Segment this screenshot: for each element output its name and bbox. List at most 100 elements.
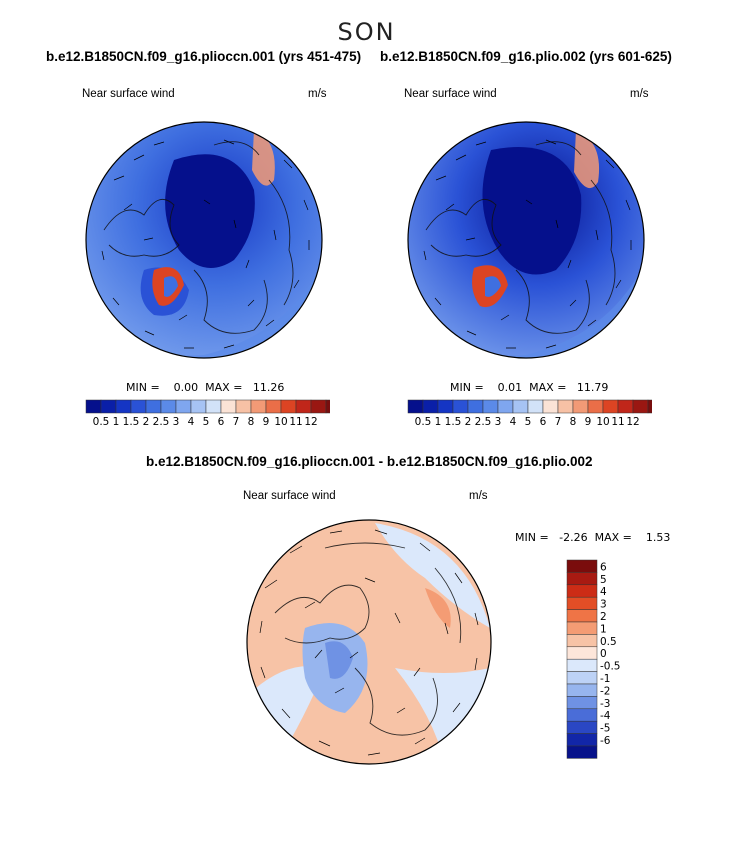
panel-3-coastlines [274,542,462,736]
panel-3-field: Near surface wind [243,490,336,502]
panel-3-colorbar-label: -2 [600,685,610,697]
colorbar-panel-1: 0.5 1 1.5 2 2.5 3 4 5 6 7 8 9 10 11 12 [85,399,330,428]
panel-3-colorbar-label: -5 [600,723,610,735]
panel-1-map-border [85,121,323,359]
panel-3-field-background [247,520,491,764]
panel-1-wind-vectors [101,139,310,349]
panel-2-colorbar-label: 1 [435,416,442,428]
panel-2-colorbar-label: 3 [495,416,502,428]
panel-3-colorbar-label: 2 [600,611,607,623]
panel-3-colorbar-label: 3 [600,599,607,611]
panel-1-colorbar-swatch [205,399,222,414]
panel-2-colorbar-label: 11 [611,416,624,428]
panel-2-high-wind-region-north [574,130,600,189]
panel-2-colorbar-label: 6 [540,416,547,428]
panel-3-colorbar-swatch [566,584,598,598]
panel-3-wind-vectors [259,529,479,756]
panel-3-colorbar-swatch [566,745,598,759]
season-title: SON [337,18,396,46]
panel-1-colorbar-label: 3 [173,416,180,428]
panel-1-colorbar-swatch [100,399,117,414]
panel-1-colorbar-label: 1 [113,416,120,428]
panel-1-colorbar-swatch [280,399,297,414]
panel-2-colorbar-swatch [632,399,649,414]
panel-1-colorbar-label: 4 [188,416,195,428]
panel-2-colorbar-label: 9 [585,416,592,428]
panel-1-colorbar-label: 8 [248,416,255,428]
panel-2-colorbar-swatch [617,399,634,414]
panel-1-colorbar-swatch [175,399,192,414]
panel-1-colorbar-label: 6 [218,416,225,428]
panel-3-colorbar-swatch [566,658,598,672]
panel-2-colorbar-label: 10 [596,416,609,428]
panel-2-colorbar-swatch [437,399,454,414]
panel-2-wind-vectors [423,139,632,349]
panel-3-colorbar-swatch [566,596,598,610]
panel-2-colorbar-label: 5 [525,416,532,428]
panel-2-colorbar-label: 2.5 [475,416,492,428]
panel-1-colorbar-label: 2.5 [153,416,170,428]
panel-1-colorbar-label: 11 [289,416,302,428]
panel-2-colorbar-swatch [512,399,529,414]
panel-3-colorbar-label: 0 [600,648,607,660]
panel-2-colorbar-label: 2 [465,416,472,428]
colorbar-panel-2: 0.5 1 1.5 2 2.5 3 4 5 6 7 8 9 10 11 12 [407,399,652,428]
panel-3-colorbar-label: -4 [600,710,611,722]
panel-1-colorbar-swatch [85,399,102,414]
panel-3-colorbar-label: 4 [600,586,607,598]
panel-1-colorbar-swatch [190,399,207,414]
panel-3-colorbar-swatch [566,621,598,635]
panel-3-colorbar-swatch [566,708,598,722]
panel-1-colorbar-swatch [220,399,237,414]
panel-1-field: Near surface wind [82,88,175,100]
panel-3-colorbar-swatch [566,559,598,573]
panel-1-colorbar-label: 10 [274,416,287,428]
panel-2-colorbar-swatch [647,399,652,414]
panel-1-colorbar-label: 2 [143,416,150,428]
panel-2-field: Near surface wind [404,88,497,100]
panel-3-colorbar-swatch [566,634,598,648]
panel-2-colorbar-label: 12 [626,416,639,428]
panel-2-map-border [407,121,645,359]
panel-2-colorbar-swatch [602,399,619,414]
panel-1-arctic-calm-region [165,154,255,268]
panel-3-difference-map [246,519,492,765]
panel-2-colorbar-swatch [527,399,544,414]
panel-2-polar-map [407,121,645,359]
panel-3-colorbar-swatch [566,609,598,623]
panel-1-colorbar-label: 1.5 [123,416,140,428]
panel-1-colorbar-swatch [115,399,132,414]
panel-2-min-max: MIN = 0.01 MAX = 11.79 [450,381,609,394]
panel-2-colorbar-label: 7 [555,416,562,428]
panel-3-colorbar-label: 5 [600,574,607,586]
panel-3-colorbar-label: -1 [600,673,610,685]
panel-1-colorbar-label: 12 [304,416,317,428]
panel-3-colorbar-swatch [566,646,598,660]
panel-3-colorbar-label: 6 [600,561,607,573]
panel-1-colorbar-swatch [265,399,282,414]
panel-3-colorbar-label: 0.5 [600,636,617,648]
panel-3-map-border [246,519,492,765]
panel-3-units: m/s [469,490,488,502]
difference-title: b.e12.B1850CN.f09_g16.plioccn.001 - b.e1… [146,454,593,469]
panel-1-colorbar-swatch [235,399,252,414]
panel-2-colorbar-swatch [542,399,559,414]
panel-2-colorbar-swatch [572,399,589,414]
panel-2-colorbar-swatch [557,399,574,414]
panel-1-colorbar-label: 7 [233,416,240,428]
panel-3-colorbar-label: -3 [600,698,610,710]
panel-1-colorbar-swatch [145,399,162,414]
panel-2-units: m/s [630,88,649,100]
panel-2-colorbar-label: 8 [570,416,577,428]
panel-1-colorbar-swatch [250,399,267,414]
panel-1-colorbar-swatch [160,399,177,414]
panel-1-colorbar-swatch [310,399,327,414]
panel-2-colorbar-swatch [422,399,439,414]
panel-2-arctic-calm-region [482,147,582,275]
panel-2-colorbar-swatch [452,399,469,414]
panel-1-colorbar-swatch [130,399,147,414]
panel-1-colorbar-label: 0.5 [93,416,110,428]
panel-2-colorbar-label: 0.5 [415,416,432,428]
panel-2-colorbar-label: 1.5 [445,416,462,428]
